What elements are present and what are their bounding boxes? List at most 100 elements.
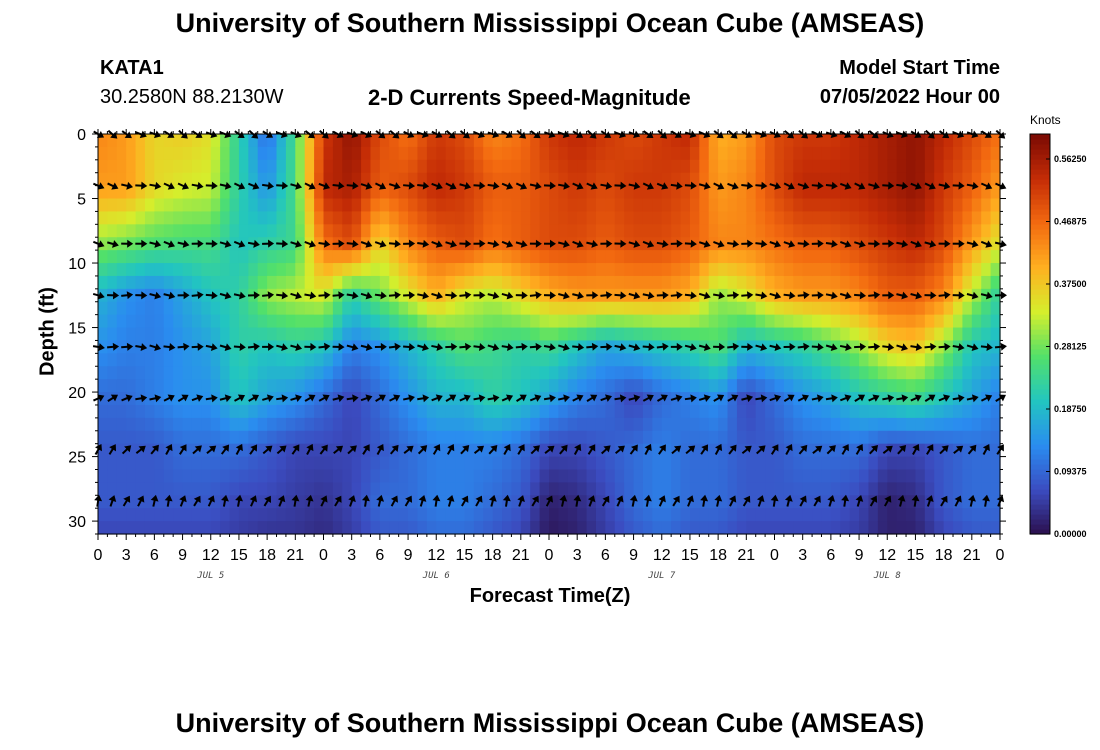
heatmap-cell xyxy=(633,353,644,367)
heatmap-cell xyxy=(445,159,456,174)
heatmap-cell xyxy=(765,146,776,161)
heatmap-cell xyxy=(116,508,127,522)
heatmap-cell xyxy=(727,404,738,419)
heatmap-cell xyxy=(257,224,268,238)
x-tick-label: 9 xyxy=(178,547,187,564)
heatmap-cell xyxy=(915,159,926,174)
heatmap-cell xyxy=(530,250,541,264)
current-vector xyxy=(825,291,838,300)
heatmap-cell xyxy=(248,172,259,187)
current-vector xyxy=(798,130,809,139)
heatmap-cell xyxy=(943,392,954,406)
heatmap-cell xyxy=(624,521,635,535)
heatmap-cell xyxy=(774,185,785,200)
heatmap-cell xyxy=(530,430,541,445)
heatmap-cell xyxy=(455,314,466,329)
heatmap-cell xyxy=(248,456,259,471)
colorbar-swatch xyxy=(1030,334,1050,340)
heatmap-cell xyxy=(774,482,785,496)
current-vector xyxy=(304,240,316,248)
heatmap-cell xyxy=(953,146,964,161)
heatmap-cell xyxy=(323,430,334,445)
heatmap-cell xyxy=(934,495,945,509)
heatmap-cell xyxy=(718,404,729,419)
heatmap-cell xyxy=(614,366,625,380)
heatmap-cell xyxy=(906,404,917,419)
heatmap-cell xyxy=(163,198,174,213)
heatmap-cell xyxy=(633,430,644,445)
heatmap-cell xyxy=(661,353,672,367)
heatmap-cell xyxy=(276,146,287,161)
heatmap-cell xyxy=(342,327,353,342)
heatmap-cell xyxy=(267,301,278,316)
heatmap-cell xyxy=(718,430,729,445)
heatmap-cell xyxy=(577,275,588,290)
heatmap-cell xyxy=(126,146,137,161)
heatmap-cell xyxy=(351,508,362,522)
current-vector xyxy=(360,394,373,402)
heatmap-cell xyxy=(267,379,278,393)
heatmap-cell xyxy=(962,340,973,354)
heatmap-cell xyxy=(98,237,108,251)
current-vector xyxy=(376,443,384,455)
heatmap-cell xyxy=(520,508,531,522)
heatmap-cell xyxy=(285,456,296,471)
heatmap-cell xyxy=(868,146,879,161)
heatmap-cell xyxy=(126,404,137,419)
heatmap-cell xyxy=(840,430,851,445)
heatmap-cell xyxy=(144,469,155,483)
heatmap-cell xyxy=(502,301,513,316)
heatmap-cell xyxy=(708,392,719,406)
heatmap-cell xyxy=(144,134,155,148)
x-tick-label: 3 xyxy=(347,547,356,564)
heatmap-cell xyxy=(887,379,898,393)
current-vector xyxy=(163,291,176,300)
colorbar-unit: Knots xyxy=(1030,113,1061,127)
heatmap-cell xyxy=(934,301,945,316)
heatmap-cell xyxy=(248,185,259,200)
colorbar-swatch xyxy=(1030,419,1050,425)
heatmap-cell xyxy=(708,211,719,225)
heatmap-cell xyxy=(182,314,193,329)
current-vector xyxy=(714,494,723,507)
current-vector xyxy=(897,494,906,507)
heatmap-cell xyxy=(323,301,334,316)
heatmap-cell xyxy=(154,495,165,509)
current-vector xyxy=(221,494,229,507)
heatmap-cell xyxy=(163,366,174,380)
heatmap-cell xyxy=(821,404,832,419)
heatmap-cell xyxy=(802,263,813,277)
current-vector xyxy=(445,240,457,248)
heatmap-cell xyxy=(718,146,729,161)
heatmap-cell xyxy=(727,275,738,290)
heatmap-cell xyxy=(483,172,494,187)
heatmap-cell xyxy=(849,366,860,380)
colorbar-swatch xyxy=(1030,349,1050,355)
heatmap-cell xyxy=(398,159,409,174)
current-vector xyxy=(686,495,694,507)
current-vector xyxy=(121,291,134,300)
heatmap-cell xyxy=(971,250,982,264)
heatmap-cell xyxy=(830,379,841,393)
heatmap-cell xyxy=(699,417,710,432)
heatmap-cell xyxy=(830,172,841,187)
current-vector xyxy=(193,495,201,507)
heatmap-cell xyxy=(530,353,541,367)
heatmap-cell xyxy=(586,469,597,483)
heatmap-cell xyxy=(727,172,738,187)
current-vector xyxy=(488,444,498,455)
current-vector xyxy=(614,239,627,248)
heatmap-cell xyxy=(971,263,982,277)
current-vector xyxy=(276,239,289,248)
current-vector xyxy=(882,394,895,403)
heatmap-cell xyxy=(473,521,484,535)
heatmap-cell xyxy=(830,482,841,496)
heatmap-cell xyxy=(943,146,954,161)
current-vector xyxy=(910,182,922,190)
current-vector xyxy=(982,443,990,455)
heatmap-cell xyxy=(718,456,729,471)
heatmap-cell xyxy=(990,224,1001,238)
heatmap-cell xyxy=(868,327,879,342)
heatmap-cell xyxy=(379,417,390,432)
heatmap-cell xyxy=(370,469,381,483)
